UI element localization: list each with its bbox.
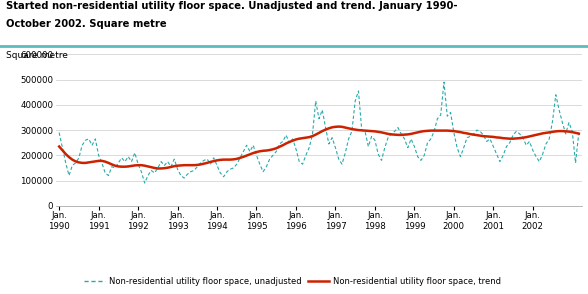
Text: Square metre: Square metre	[6, 51, 68, 61]
Text: Started non-residential utility floor space. Unadjusted and trend. January 1990-: Started non-residential utility floor sp…	[6, 1, 457, 11]
Text: October 2002. Square metre: October 2002. Square metre	[6, 19, 166, 29]
Legend: Non-residential utility floor space, unadjusted, Non-residential utility floor s: Non-residential utility floor space, una…	[81, 274, 505, 290]
